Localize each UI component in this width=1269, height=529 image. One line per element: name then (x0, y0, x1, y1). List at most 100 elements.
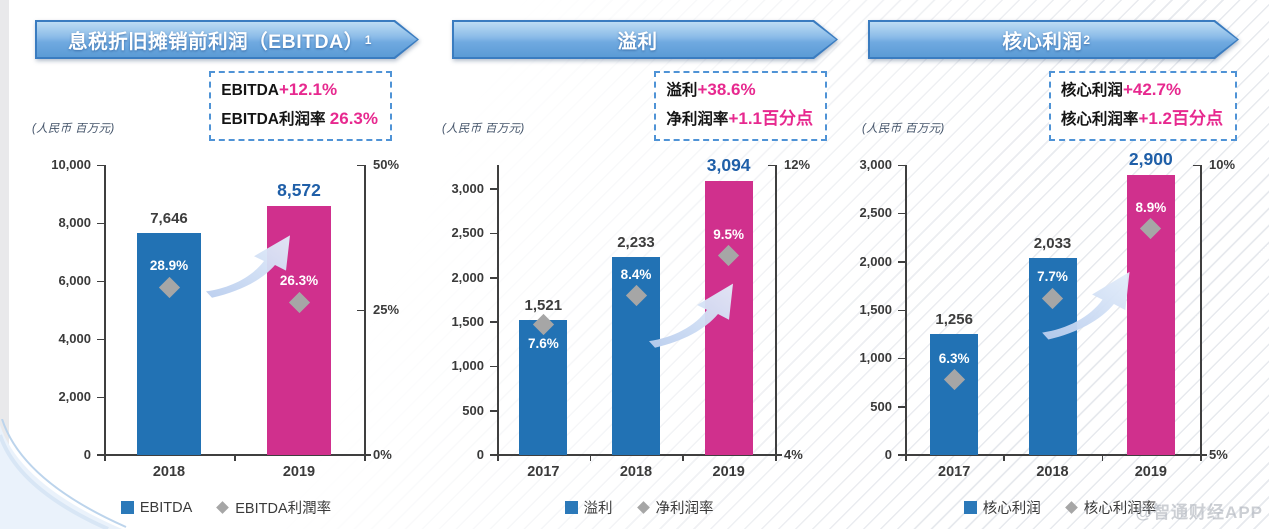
left-axis-tick (898, 261, 905, 263)
left-axis-tick-label: 2,000 (58, 389, 91, 404)
callout-value: +38.6% (697, 80, 756, 99)
x-category-label: 2018 (619, 464, 653, 480)
diamond-swatch-icon (636, 501, 650, 514)
callout-value: +1.1百分点 (728, 109, 813, 128)
section-banner-arrow: 核心利润 2 (868, 20, 1239, 59)
left-axis-tick (490, 365, 497, 368)
highlight-callout: EBITDA+12.1% EBITDA利润率 26.3% (209, 71, 392, 141)
bar-value-label: 1,521 (524, 297, 563, 315)
left-axis-tick (898, 406, 905, 408)
callout-label: 净利润率 (666, 111, 729, 128)
bar-value-label: 2,900 (1128, 148, 1173, 169)
left-axis-tick (898, 164, 905, 166)
growth-arrow (206, 235, 290, 298)
x-axis-tick (497, 455, 499, 461)
x-axis-tick (364, 455, 366, 461)
x-axis-tick (775, 455, 777, 461)
chart-legend: 核心利润 核心利润率 (860, 497, 1260, 518)
banner-title-text: 核心利润 (1002, 31, 1083, 53)
right-axis-line (775, 165, 777, 455)
chart-plot-area: 3,000 2,500 2,000 1,500 1,000 500 0 12% 4% 2017 20… (440, 155, 838, 480)
section-banner-arrow: 息税折旧摊销前利润（EBITDA） 1 (35, 20, 419, 59)
left-axis-tick-label: 0 (83, 447, 91, 462)
left-axis-tick-label: 1,000 (859, 350, 892, 366)
right-axis-tick-label: 12% (784, 157, 811, 172)
left-axis-tick-label: 0 (476, 447, 484, 462)
right-axis-line (1200, 165, 1202, 455)
x-axis-line (97, 454, 371, 456)
left-axis-tick-label: 2,500 (859, 205, 892, 221)
bar-value-label: 2,033 (1033, 235, 1072, 253)
x-category-label: 2019 (712, 464, 745, 480)
bar-2017 (930, 333, 979, 455)
left-axis-tick-label: 500 (462, 402, 484, 418)
highlight-callout: 核心利润+42.7% 核心利润率+1.2百分点 (1048, 71, 1237, 141)
left-axis-tick-label: 1,000 (451, 358, 484, 374)
left-axis-tick (490, 277, 497, 279)
left-axis-tick (490, 410, 497, 412)
right-axis-tick-label: 50% (373, 157, 400, 172)
legend-item-marker: 核心利润率 (1064, 497, 1157, 518)
margin-value-label: 8.9% (1135, 199, 1167, 215)
left-axis-tick (490, 454, 497, 456)
left-axis-tick-label: 1,500 (451, 313, 484, 329)
x-category-label: 2019 (1134, 464, 1167, 480)
left-axis-tick-label: 3,000 (859, 157, 892, 172)
left-edge-strip (0, 0, 9, 529)
x-axis-tick (905, 455, 907, 461)
right-axis-tick (357, 164, 364, 166)
right-axis-tick-label: 4% (784, 447, 803, 462)
margin-value-label: 9.5% (713, 226, 745, 242)
callout-line: 溢利+38.6% (666, 76, 813, 105)
left-axis-tick (97, 396, 104, 398)
right-axis-tick-label: 10% (1209, 157, 1236, 172)
legend-item-marker: 净利润率 (636, 497, 714, 518)
left-axis-tick (97, 222, 104, 224)
legend-item-bar: EBITDA (120, 500, 192, 516)
bar-swatch-icon (564, 501, 578, 514)
growth-arrow (649, 283, 733, 348)
left-axis-tick-label: 6,000 (58, 273, 91, 288)
x-axis-tick (682, 455, 684, 461)
x-axis-tick (1003, 455, 1005, 461)
bar-value-label: 1,256 (935, 310, 973, 328)
left-axis-tick (490, 232, 497, 235)
panel-profit: 溢利 溢利+38.6% 净利润率+1.1百分点 (人民币 百万元) 3,000 2… (440, 20, 838, 529)
bar-value-label: 3,094 (706, 154, 751, 175)
right-axis-line (364, 165, 366, 455)
callout-line: 净利润率+1.1百分点 (666, 105, 813, 134)
left-axis-tick-label: 2,000 (451, 269, 484, 285)
bar-2017 (519, 320, 568, 455)
x-axis-tick (1101, 455, 1104, 461)
right-axis-tick (1193, 164, 1200, 166)
units-label: (人民币 百万元) (862, 123, 945, 135)
chart-plot-area: 10,000 8,000 6,000 4,000 2,000 0 50% 25% 0% 2018 2… (30, 157, 422, 480)
banner-title-text: 溢利 (617, 31, 658, 53)
margin-value-label: 6.3% (938, 350, 970, 366)
callout-value: +42.7% (1122, 80, 1182, 99)
chart-plot-area: 3,000 2,500 2,000 1,500 1,000 500 0 10% 5% 2017 20… (859, 149, 1260, 480)
right-axis-tick (357, 454, 364, 456)
left-axis-tick (898, 212, 905, 215)
x-category-label: 2019 (282, 464, 316, 480)
x-axis-tick (589, 455, 592, 461)
x-axis-tick (1200, 455, 1202, 461)
panel-core-profit: 核心利润 2 核心利润+42.7% 核心利润率+1.2百分点 (人民币 百万元) … (859, 20, 1260, 529)
left-axis-tick-label: 500 (870, 398, 892, 414)
banner-title: 核心利润 2 (870, 22, 1237, 57)
banner-title-text: 息税折旧摊销前利润（EBITDA） (68, 31, 364, 53)
bar-swatch-icon (120, 501, 134, 514)
legend-label: 核心利润率 (1083, 501, 1157, 517)
left-axis-line (905, 165, 907, 455)
bar-swatch-icon (963, 501, 977, 514)
right-axis-tick-label: 5% (1209, 447, 1228, 462)
x-axis-tick (104, 455, 106, 461)
bar-value-label: 2,233 (617, 233, 655, 251)
callout-line: 核心利润率+1.2百分点 (1061, 105, 1223, 134)
callout-label: 核心利润 (1060, 82, 1123, 99)
callout-line: EBITDA+12.1% (221, 76, 378, 105)
margin-value-label: 8.4% (620, 266, 652, 282)
bar-value-label: 8,572 (277, 180, 321, 201)
left-axis-tick-label: 3,000 (451, 180, 484, 196)
x-category-label: 2018 (152, 464, 186, 480)
